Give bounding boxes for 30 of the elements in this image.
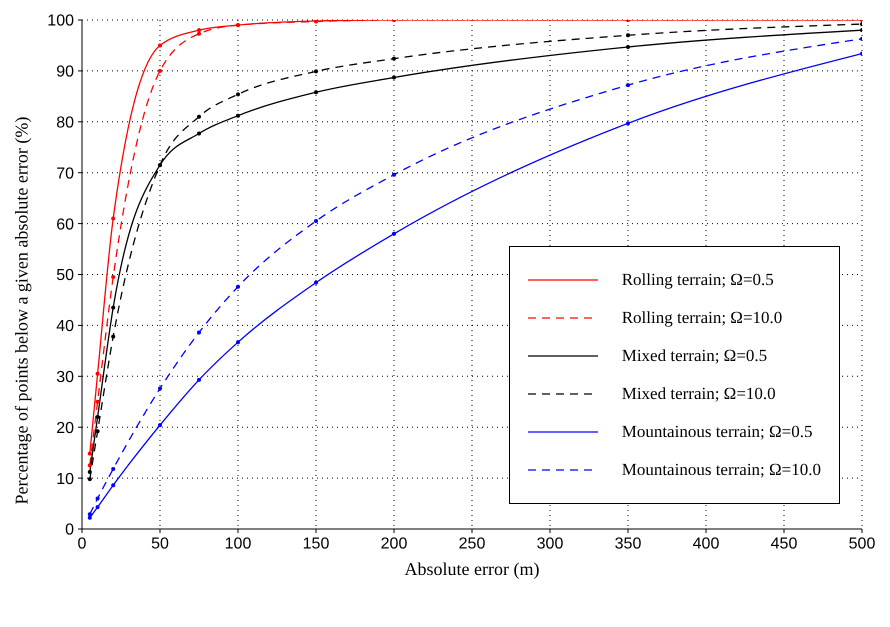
y-tick-label: 20 xyxy=(56,420,74,437)
y-tick-label: 10 xyxy=(56,470,74,488)
y-axis-title: Percentage of points below a given absolute error (%) xyxy=(11,116,32,504)
x-tick-label: 250 xyxy=(458,535,486,552)
x-tick-label: 0 xyxy=(78,535,87,552)
x-tick-label: 300 xyxy=(536,535,564,552)
x-tick-label: 50 xyxy=(151,535,169,552)
y-tick-label: 30 xyxy=(56,368,74,386)
y-tick-label: 80 xyxy=(56,114,74,132)
legend-label: Mountainous terrain; Ω=0.5 xyxy=(622,422,812,442)
legend-label: Mixed terrain; Ω=0.5 xyxy=(622,346,768,366)
y-tick-label: 0 xyxy=(65,522,74,539)
legend-label: Mixed terrain; Ω=10.0 xyxy=(622,384,776,404)
y-tick-label: 90 xyxy=(56,64,74,81)
y-tick-label: 40 xyxy=(56,318,74,336)
x-tick-label: 500 xyxy=(848,535,876,552)
y-tick-label: 70 xyxy=(56,165,74,182)
legend-label: Rolling terrain; Ω=0.5 xyxy=(622,270,774,290)
x-tick-label: 400 xyxy=(692,535,720,552)
legend-label: Mountainous terrain; Ω=10.0 xyxy=(622,460,821,480)
x-tick-label: 150 xyxy=(302,535,330,552)
legend-label: Rolling terrain; Ω=10.0 xyxy=(622,308,782,328)
y-tick-label: 60 xyxy=(56,216,74,234)
y-tick-label: 100 xyxy=(47,12,74,30)
x-axis-title: Absolute error (m) xyxy=(404,559,540,579)
y-tick-label: 50 xyxy=(56,267,74,284)
x-tick-label: 200 xyxy=(380,535,408,552)
x-tick-label: 450 xyxy=(770,535,798,552)
x-tick-label: 350 xyxy=(614,535,642,552)
x-tick-label: 100 xyxy=(224,535,252,552)
